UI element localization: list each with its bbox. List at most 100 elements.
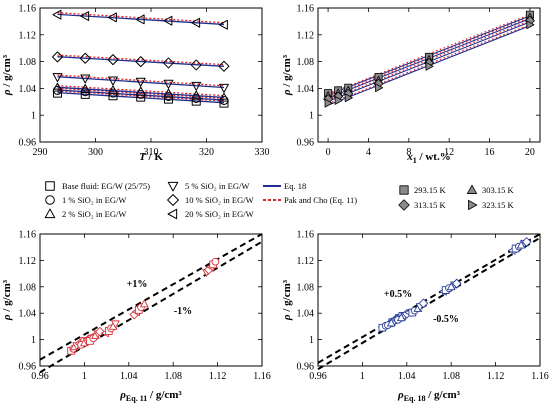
data-point [80,11,90,21]
data-point [163,79,174,89]
deviation-line [39,233,263,361]
data-point [108,85,118,95]
data-point [526,20,535,30]
x-tick-label: 1.04 [120,371,138,382]
x-tick-label: 1.12 [209,371,227,382]
x-tick-label: 8 [406,147,411,158]
data-point [452,278,462,289]
legend-panel-a: Base fluid: EG/W (25/75) 5 % SiO₂ in EG/W… [44,181,357,220]
legend-swatch [468,199,478,211]
y-tick-label: 0.96 [297,362,315,373]
x-tick-label: 0.96 [31,371,49,382]
eq18-fit-line [57,92,225,104]
y-tick-label: 0.96 [19,138,37,149]
data-point [135,86,146,96]
data-point [191,90,202,100]
y-tick-label: 1.16 [19,230,37,241]
y-tick-label: 1.12 [19,30,37,41]
x-axis-label: x1 / wt.% [406,151,450,165]
x-tick-label: 330 [255,147,270,158]
data-point [107,12,117,23]
x-tick-label: 1.12 [487,371,505,382]
x-tick-label: 1.16 [253,371,271,382]
x-tick-label: 1.04 [398,371,416,382]
x-tick-label: 0 [326,147,331,158]
x-axis-label: ρEq. 11 / g/cm³ [119,389,182,403]
eq18-fit-line [57,56,225,67]
data-point [191,17,201,28]
x-tick-label: 320 [199,147,214,158]
deviation-line [39,240,263,374]
legend-label: 323.15 K [482,200,515,210]
legend-label: 1 % SiO₂ in EG/W [62,195,126,205]
legend-label: 20 % SiO₂ in EG/W [185,209,254,219]
data-point [80,83,91,93]
x-tick-label: 1.08 [164,371,182,382]
data-point [425,61,434,71]
y-tick-label: 1.16 [19,4,37,15]
deviation-annotation: -0.5% [433,314,459,325]
x-axis-label: ρEq. 18 / g/cm³ [397,389,461,403]
y-tick-label: 1.08 [19,57,37,68]
data-point [211,257,220,266]
x-tick-label: 4 [366,147,371,158]
x-tick-label: 0.96 [309,371,327,382]
y-tick-label: 1.12 [19,256,37,267]
x-tick-label: 1.16 [531,371,549,382]
y-tick-label: 1.04 [19,309,37,320]
x-tick-label: 1.08 [442,371,460,382]
y-tick-label: 1 [309,335,314,346]
legend-swatch [45,181,55,191]
x-tick-label: 12 [444,147,454,158]
legend-label: 313.15 K [414,200,447,210]
y-tick-label: 0.96 [19,362,37,373]
data-point [135,56,147,68]
legend-label: Pak and Cho (Eq. 11) [284,195,357,205]
x-tick-label: 310 [144,147,159,158]
data-point [52,9,62,20]
data-point [135,77,146,87]
plot-frame [39,7,263,143]
data-point [344,93,353,103]
data-point [521,237,532,247]
x-tick-label: 1 [82,371,87,382]
x-tick-label: 290 [33,147,48,158]
y-axis-label: ρ / g/cm³ [1,279,13,321]
data-point [51,51,63,63]
data-point [135,14,145,25]
legend-label: Eq. 18 [284,181,306,191]
y-tick-label: 1.08 [19,282,37,293]
y-tick-label: 1.12 [297,256,315,267]
legend-panel-b: 293.15 K 303.15 K 313.15 K 323.15 K [398,184,515,211]
y-tick-label: 1 [31,111,36,122]
data-point [163,15,173,26]
data-point [107,54,119,66]
plot-frame [317,233,541,367]
y-tick-label: 1.16 [297,4,315,15]
data-point [375,83,384,93]
legend-swatch [398,199,410,211]
y-tick-label: 1.04 [19,84,37,95]
y-tick-label: 1.16 [297,230,315,241]
data-point [219,92,229,102]
deviation-annotation: +1% [127,279,148,290]
panel-c-parity-eq11: 0.96 1 1.04 1.08 1.12 1.16 0.96 1 1.04 1.08 1.12 1.… [1,230,271,404]
legend-swatch [399,185,409,195]
y-tick-label: 0.96 [297,138,315,149]
y-tick-label: 1.12 [297,30,315,41]
data-point [218,19,228,30]
legend-swatch [45,195,55,205]
legend-swatch [466,184,478,194]
legend-label: 303.15 K [482,185,515,195]
data-point [218,60,230,72]
y-tick-label: 1.08 [297,282,315,293]
data-point [80,74,91,84]
deviation-annotation: +0.5% [384,289,412,300]
pak-cho-line [57,12,225,24]
data-point [162,57,174,69]
data-point [324,98,333,108]
y-tick-label: 1 [309,111,314,122]
y-axis-label: ρ / g/cm³ [281,54,293,96]
y-tick-label: 1.04 [297,84,315,95]
